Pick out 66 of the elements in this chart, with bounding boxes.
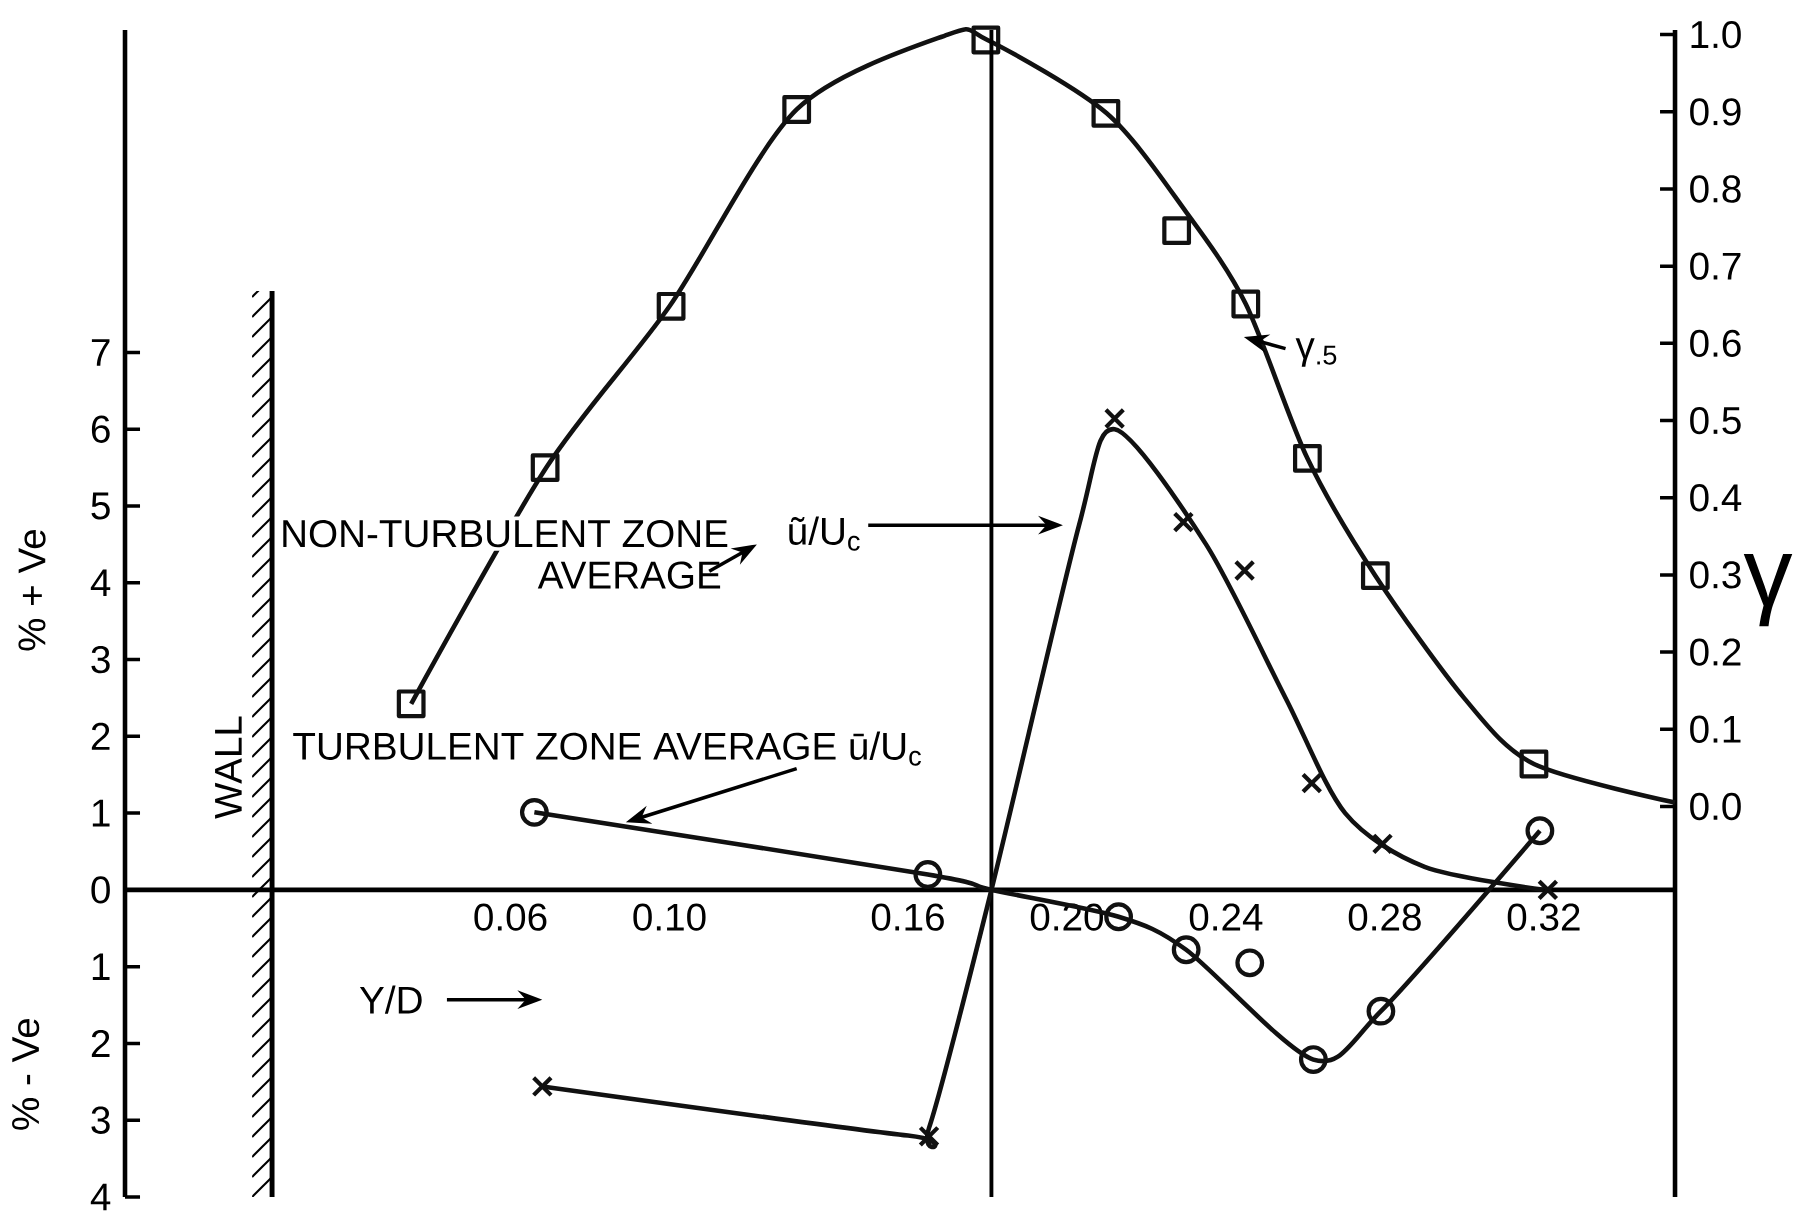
y-tick-label: 3 <box>91 1106 110 1134</box>
point <box>1172 511 1195 533</box>
y2-tick-label: 0.4 <box>1690 484 1742 512</box>
y2-tick-label: 0.3 <box>1690 561 1741 589</box>
y-tick-label: 4 <box>90 569 111 597</box>
point <box>396 689 426 719</box>
ref-line-label: WALL <box>215 716 242 819</box>
point <box>656 291 686 321</box>
y-tick-label: 1 <box>92 799 110 827</box>
y2-tick-label: 0.0 <box>1690 792 1741 821</box>
y2-tick-label: 0.9 <box>1690 98 1741 126</box>
y-tick-label: 5 <box>91 492 110 520</box>
point <box>1231 289 1261 319</box>
y2-tick-label: 1.0 <box>1691 20 1741 49</box>
point <box>1292 443 1322 473</box>
point <box>530 453 560 483</box>
point <box>1371 833 1394 855</box>
point <box>1525 816 1555 846</box>
point <box>1171 935 1201 965</box>
annotation: ũ/U$_{c}$ <box>789 516 860 551</box>
point <box>1104 902 1134 932</box>
point <box>782 95 812 124</box>
x-tick-label: 0.32 <box>1507 903 1580 931</box>
y2-tick-label: 0.6 <box>1690 329 1741 358</box>
annotation: TURBULENT ZONE AVERAGE ū/U$_{c}$ <box>293 731 921 766</box>
point <box>519 797 549 827</box>
y-tick-label: 3 <box>91 645 110 674</box>
point <box>1537 879 1559 901</box>
point <box>1519 749 1549 779</box>
y2-axis-title: γ <box>1743 553 1793 627</box>
y-tick-label: 6 <box>91 415 110 443</box>
point <box>531 1075 554 1098</box>
point <box>1366 996 1396 1026</box>
x-tick-label: 0.06 <box>474 903 547 931</box>
point <box>1300 772 1323 794</box>
y2-tick-label: 0.8 <box>1690 175 1741 203</box>
text: % - Ve <box>12 1018 40 1130</box>
point <box>1233 559 1256 582</box>
y2-tick-label: 0.2 <box>1690 638 1741 666</box>
annotation: NON-TURBULENT ZONE <box>283 519 728 548</box>
x-axis-title: Y/D <box>359 985 422 1014</box>
y-tick-label: 1 <box>92 953 110 980</box>
annotation: γ$_{.5}$ <box>1295 338 1337 367</box>
y-tick-label: 2 <box>91 722 110 750</box>
y-tick-label: 4 <box>90 1183 111 1211</box>
point <box>1162 216 1192 246</box>
point <box>913 860 943 889</box>
point <box>918 1125 940 1148</box>
y2-tick-label: 0.5 <box>1690 406 1741 435</box>
x-tick-label: 0.28 <box>1348 903 1421 931</box>
point <box>1103 407 1126 430</box>
point <box>1360 561 1390 591</box>
x-tick-label: 0.24 <box>1189 903 1263 931</box>
y-axis-title: % + Ve <box>18 530 46 651</box>
x-tick-label: 0.10 <box>633 903 706 931</box>
annotation: AVERAGE <box>537 561 721 589</box>
point <box>1235 948 1265 978</box>
x-tick-label: 0.16 <box>871 903 944 931</box>
y-tick-label: 2 <box>91 1029 110 1057</box>
point <box>971 25 1001 55</box>
point <box>1091 98 1121 128</box>
y2-tick-label: 0.1 <box>1690 715 1741 743</box>
y2-tick-label: 0.7 <box>1690 252 1741 280</box>
y-tick-label: 7 <box>91 339 110 366</box>
point <box>1298 1045 1328 1074</box>
y-tick-label: 0 <box>91 876 110 904</box>
